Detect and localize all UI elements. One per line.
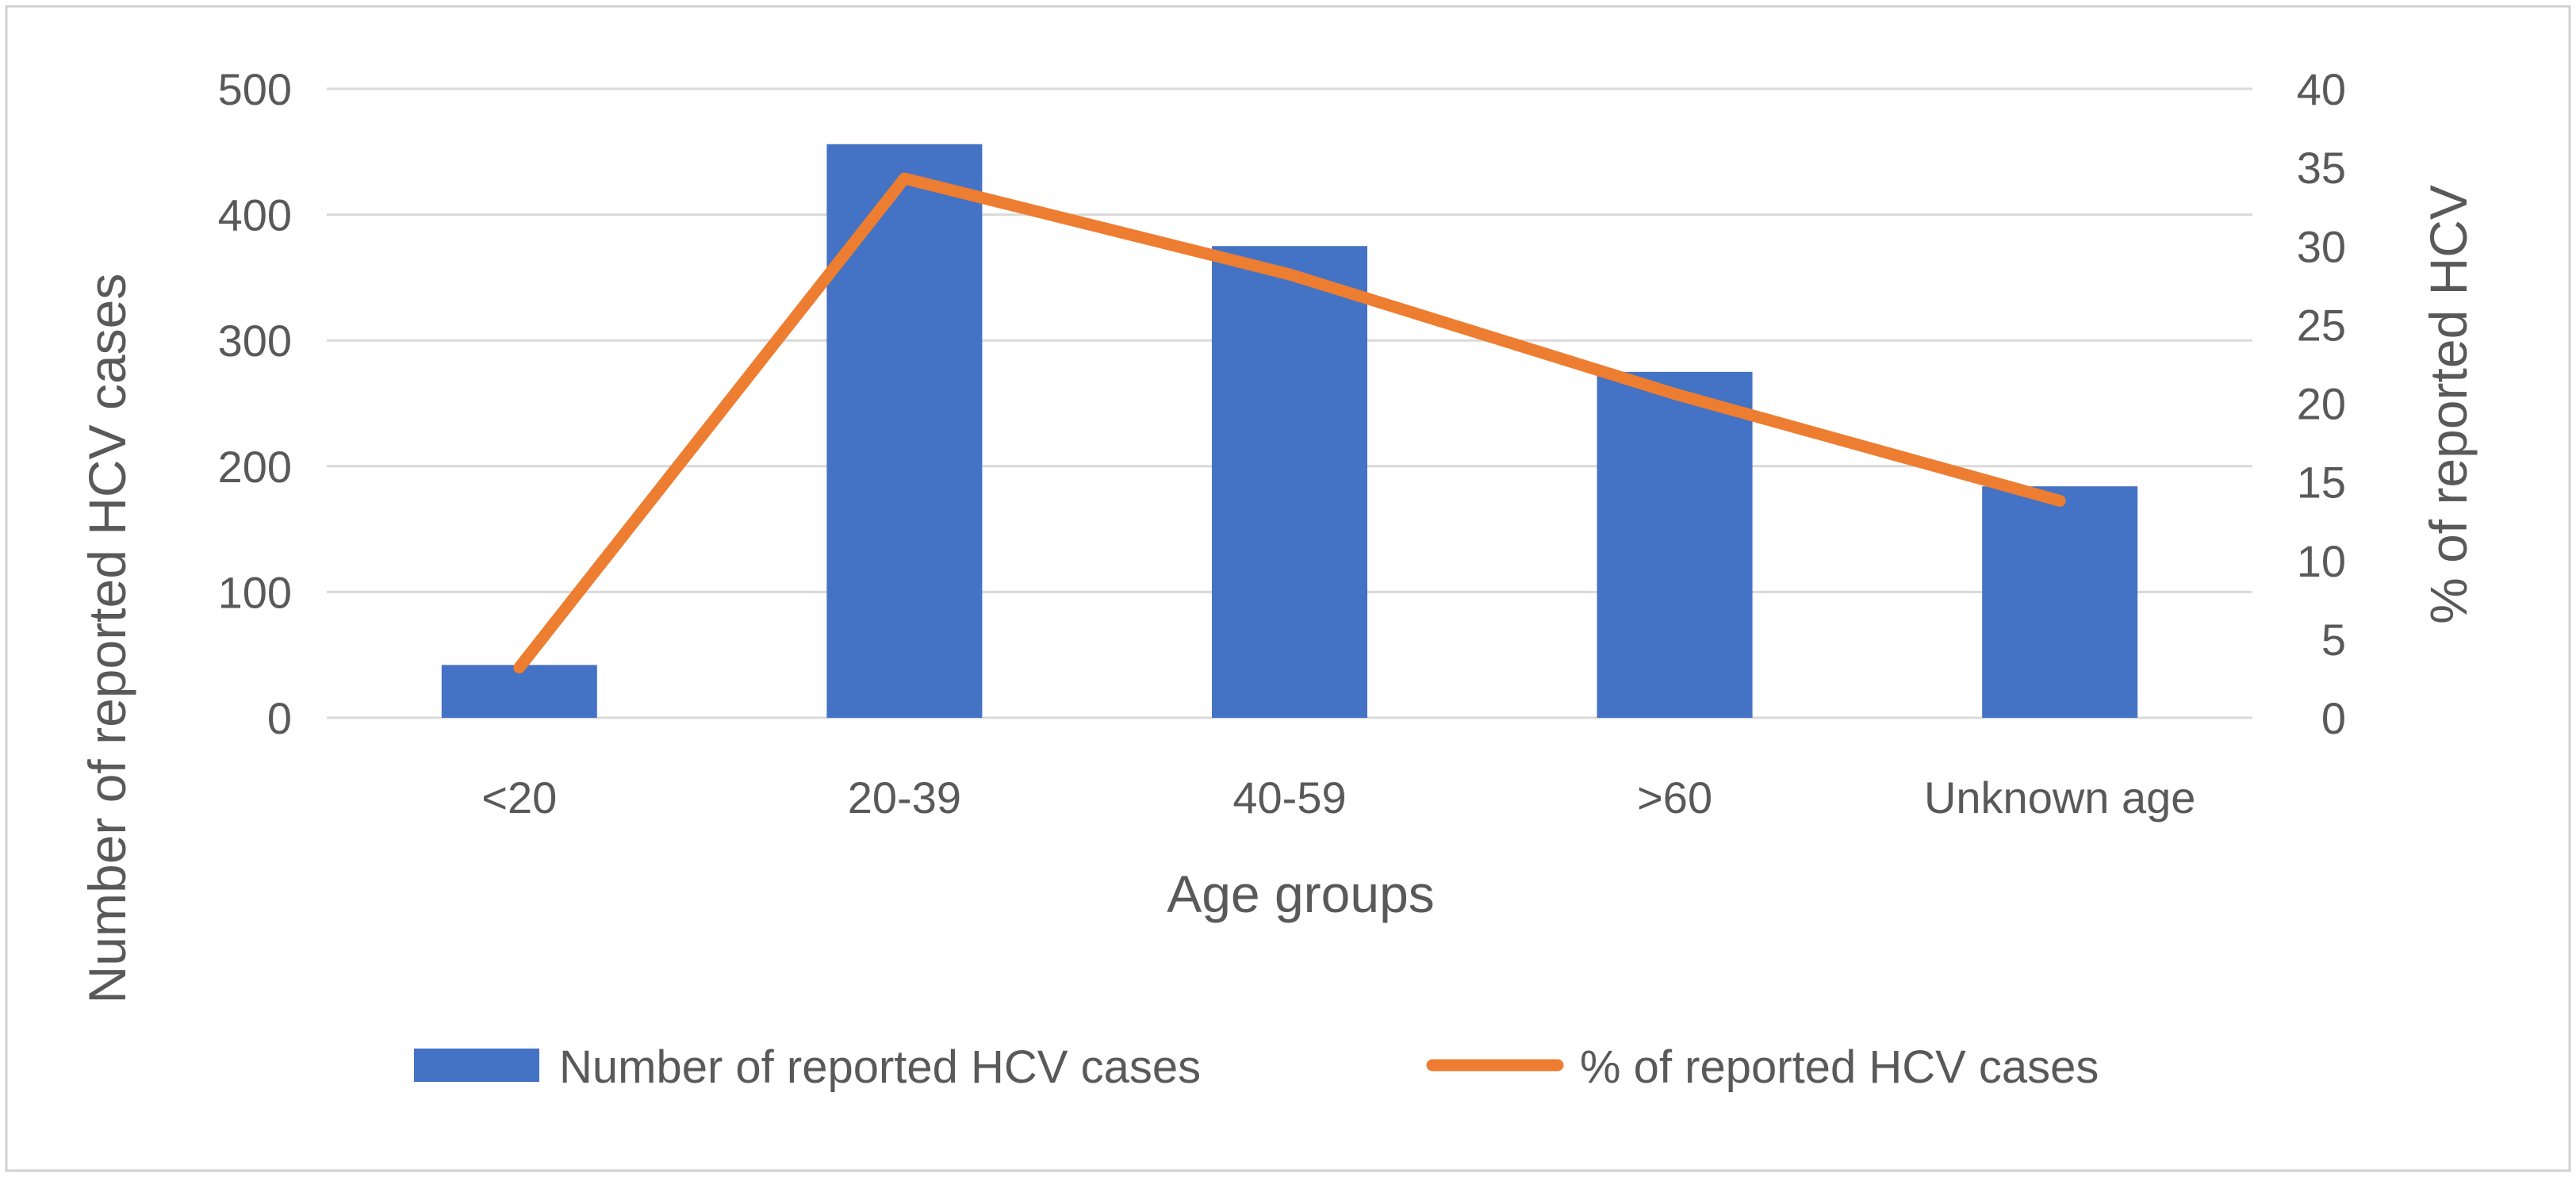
- bar: [1597, 371, 1753, 718]
- legend-bar-swatch: [414, 1049, 539, 1082]
- line-point: [1289, 273, 1290, 275]
- y2-tick-label: 35: [2297, 143, 2346, 193]
- x-tick-label: 40-59: [1232, 773, 1346, 822]
- y2-axis-title: % of reported HCV: [2419, 185, 2478, 624]
- y2-tick-label: 15: [2297, 458, 2346, 508]
- y2-axis-ticks: 0 5 10 15 20 25 30 35 40: [2297, 64, 2346, 743]
- x-tick-label: >60: [1637, 773, 1712, 822]
- gridlines: [327, 87, 2252, 719]
- y2-tick-label: 30: [2297, 221, 2346, 271]
- y-tick-label: 500: [218, 64, 292, 114]
- bar: [826, 144, 983, 718]
- y-tick-label: 0: [267, 693, 292, 743]
- y-tick-label: 200: [218, 442, 292, 492]
- x-tick-label: <20: [481, 773, 557, 822]
- bar: [1212, 246, 1367, 718]
- x-axis-title: Age groups: [1167, 865, 1435, 923]
- y-tick-label: 300: [218, 316, 292, 366]
- y-tick-label: 100: [218, 567, 292, 617]
- y2-tick-label: 25: [2297, 300, 2346, 350]
- line-point: [518, 666, 520, 669]
- y-axis-title: Number of reported HCV cases: [78, 274, 136, 1004]
- bar: [441, 665, 597, 718]
- y-axis-ticks: 0 100 200 300 400 500: [218, 64, 292, 743]
- line-point: [1673, 393, 1676, 395]
- line-point: [2059, 500, 2061, 502]
- x-axis-ticks: <20 20-39 40-59 >60 Unknown age: [481, 773, 2195, 822]
- bar: [1982, 486, 2138, 718]
- y2-tick-label: 20: [2297, 379, 2346, 429]
- legend-line-label: % of reported HCV cases: [1580, 1041, 2099, 1093]
- x-tick-label: 20-39: [848, 773, 961, 822]
- y2-tick-label: 40: [2297, 64, 2346, 114]
- y2-tick-label: 5: [2321, 615, 2346, 665]
- legend: Number of reported HCV cases % of report…: [414, 1041, 2099, 1093]
- y-tick-label: 400: [218, 190, 292, 240]
- x-tick-label: Unknown age: [1924, 773, 2195, 822]
- legend-bar-label: Number of reported HCV cases: [559, 1041, 1201, 1093]
- line-series: [513, 172, 2066, 674]
- y2-tick-label: 0: [2321, 693, 2346, 743]
- y2-tick-label: 10: [2297, 536, 2346, 586]
- line-point: [903, 178, 906, 180]
